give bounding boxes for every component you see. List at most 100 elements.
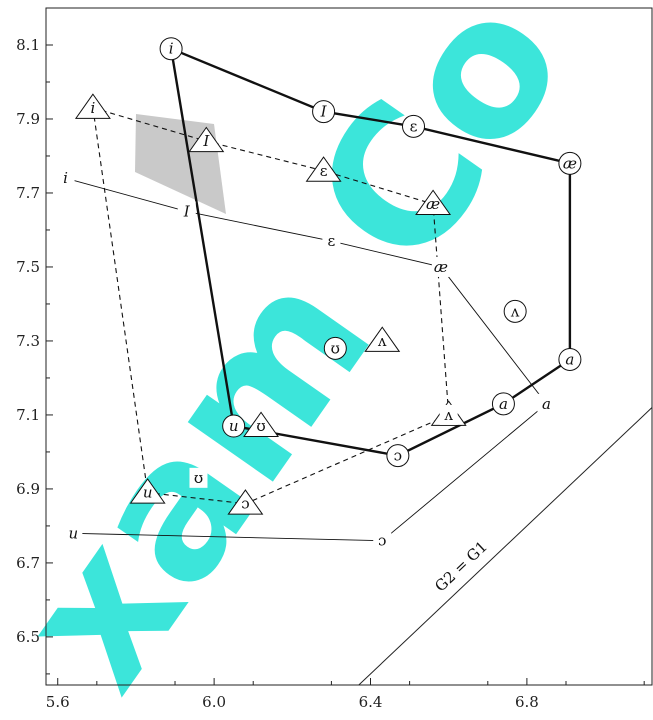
circle-marker (558, 151, 582, 175)
series-2-point: ʌ (364, 326, 401, 352)
point-label: ɔ (394, 447, 402, 465)
x-tick-label: 6.0 (202, 693, 226, 711)
triangle-marker (243, 411, 279, 437)
point-label: ʊ (194, 469, 203, 487)
y-axis-ticks: 6.5 6.7 6.9 7.1 7.3 7.5 7.7 7.9 8.1 (16, 36, 53, 675)
series-3-point: ʊ (189, 467, 208, 488)
point-label: i (169, 40, 174, 58)
series-2-outline (92, 107, 450, 505)
series-1-point: I (312, 100, 336, 124)
series-3-point: ɔ (373, 530, 392, 551)
point-label: ʌ (377, 332, 387, 350)
series-2-point: ɔ (227, 489, 264, 515)
diagonal-label: G2 = G1 (431, 538, 491, 596)
point-label: ʊ (256, 417, 265, 435)
triangle-marker (188, 126, 225, 153)
triangle-marker (74, 93, 111, 119)
series-2-point: u (129, 478, 166, 504)
label-backing (537, 393, 556, 414)
series-3-point: ʌ (439, 404, 458, 425)
series-1-point: ɔ (386, 444, 410, 468)
x-axis-ticks: 5.6 6.0 6.4 6.8 (46, 678, 645, 711)
point-label: ʊ (331, 339, 340, 357)
point-label: ʌ (510, 302, 520, 320)
circle-marker (386, 444, 410, 468)
y-tick-label: 6.7 (16, 554, 40, 572)
point-label: ɔ (241, 495, 249, 513)
plot-frame (45, 7, 653, 686)
circle-marker (503, 299, 527, 323)
x-tick-label: 6.8 (515, 693, 539, 711)
point-label: a (565, 350, 574, 368)
series-2-point: ɛ (305, 156, 342, 182)
y-tick-label: 6.5 (16, 628, 40, 646)
circle-marker (222, 414, 246, 438)
series-1-point: i (159, 37, 183, 61)
series-2-point: I (188, 126, 225, 153)
label-backing (177, 201, 196, 222)
point-label: æ (563, 154, 577, 172)
series-3-point: æ (431, 256, 450, 277)
label-backing (439, 404, 458, 425)
series-2-point: i (74, 93, 111, 119)
triangle-marker (129, 478, 166, 504)
label-backing (373, 530, 392, 551)
point-label: ɛ (328, 232, 336, 250)
point-label: æ (426, 195, 440, 213)
point-label: I (183, 202, 191, 220)
point-label: a (499, 395, 508, 413)
g2-equals-g1-line (358, 407, 653, 686)
label-backing (189, 467, 208, 488)
series-1-point: a (558, 347, 582, 371)
point-label: ɛ (410, 117, 418, 135)
series-1-point: ʌ (503, 299, 527, 323)
point-label: I (202, 132, 210, 150)
point-label: i (63, 169, 68, 187)
point-label: u (69, 524, 79, 542)
y-tick-label: 7.5 (16, 258, 40, 276)
series-2-point: ʊ (243, 411, 279, 437)
series-3-point: i (56, 168, 75, 189)
series-3-point: I (177, 201, 196, 222)
diagonal-line (358, 407, 653, 686)
point-label: i (91, 99, 96, 117)
circle-marker (312, 100, 336, 124)
series-1-point: u (222, 414, 246, 438)
y-tick-label: 7.1 (16, 406, 40, 424)
point-label: u (143, 484, 153, 502)
point-label: æ (434, 258, 448, 276)
circle-marker (491, 392, 515, 416)
triangle-marker (305, 156, 342, 182)
label-backing (64, 523, 83, 544)
x-tick-label: 5.6 (46, 693, 70, 711)
series-1-point: æ (558, 151, 582, 175)
point-label: ɔ (378, 532, 386, 550)
series-1-point: ɛ (402, 114, 426, 138)
series-3-point: u (64, 523, 83, 544)
point-label: a (542, 395, 551, 413)
triangle-marker (364, 326, 401, 352)
label-backing (431, 256, 450, 277)
circle-marker (402, 114, 426, 138)
triangle-marker (415, 189, 452, 216)
triangle-marker (227, 489, 264, 515)
y-tick-label: 6.9 (16, 480, 40, 498)
x-tick-label: 6.4 (359, 693, 383, 711)
y-tick-label: 7.9 (16, 110, 40, 128)
point-label: I (320, 103, 328, 121)
series-1-point: ʊ (323, 336, 347, 360)
series-3-point: ɛ (322, 231, 341, 252)
shaded-region (135, 114, 226, 214)
y-tick-label: 7.3 (16, 332, 40, 350)
y-tick-label: 8.1 (16, 36, 40, 54)
series-marks: iIɛæaaɔuʌʊiIɛæaɔuʌʊiIɛæaɔuʌʊ (56, 37, 582, 551)
circle-marker (159, 37, 183, 61)
series-1-point: a (491, 392, 515, 416)
label-backing (322, 231, 341, 252)
circle-marker (558, 347, 582, 371)
point-label: u (229, 417, 239, 435)
point-label: ʌ (443, 406, 453, 424)
series-3-point: a (537, 393, 556, 414)
y-tick-label: 7.7 (16, 184, 40, 202)
